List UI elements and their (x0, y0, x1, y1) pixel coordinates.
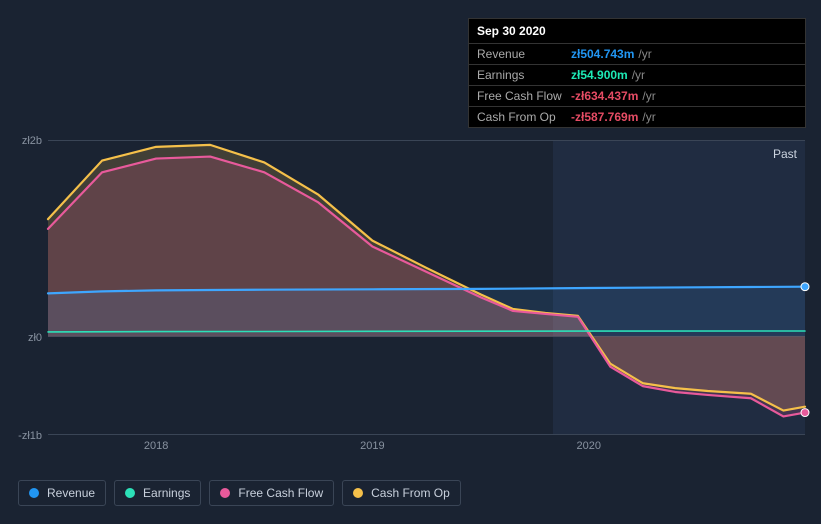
x-axis-label: 2020 (576, 434, 600, 452)
legend-item[interactable]: Free Cash Flow (209, 480, 334, 506)
tooltip-date: Sep 30 2020 (469, 19, 805, 44)
tooltip-row: Cash From Op-zł587.769m/yr (469, 107, 805, 127)
tooltip-value: zł54.900m (571, 68, 628, 82)
tooltip-unit: /yr (642, 110, 655, 124)
tooltip-value: zł504.743m (571, 47, 634, 61)
legend-item[interactable]: Revenue (18, 480, 106, 506)
tooltip-label: Free Cash Flow (477, 89, 571, 103)
series-end-marker (801, 283, 809, 291)
chart-svg (48, 141, 805, 434)
series-line (48, 331, 805, 332)
tooltip-label: Cash From Op (477, 110, 571, 124)
x-axis-label: 2019 (360, 434, 384, 452)
x-axis-label: 2018 (144, 434, 168, 452)
legend-swatch (353, 488, 363, 498)
y-axis-label: -zł1b (18, 430, 48, 442)
legend-label: Cash From Op (371, 486, 450, 500)
tooltip-value: -zł587.769m (571, 110, 638, 124)
tooltip-unit: /yr (632, 68, 645, 82)
legend-item[interactable]: Cash From Op (342, 480, 461, 506)
chart-container: Sep 30 2020 Revenuezł504.743m/yrEarnings… (0, 0, 821, 524)
y-axis-label: zł0 (28, 332, 48, 344)
legend: Revenue Earnings Free Cash Flow Cash From O… (18, 480, 461, 506)
legend-label: Revenue (47, 486, 95, 500)
series-area (48, 287, 805, 337)
tooltip-row: Free Cash Flow-zł634.437m/yr (469, 86, 805, 107)
legend-swatch (125, 488, 135, 498)
tooltip-label: Revenue (477, 47, 571, 61)
tooltip-value: -zł634.437m (571, 89, 638, 103)
legend-item[interactable]: Earnings (114, 480, 201, 506)
tooltip-box: Sep 30 2020 Revenuezł504.743m/yrEarnings… (468, 18, 806, 128)
legend-label: Free Cash Flow (238, 486, 323, 500)
legend-label: Earnings (143, 486, 190, 500)
tooltip-row: Earningszł54.900m/yr (469, 65, 805, 86)
legend-swatch (220, 488, 230, 498)
tooltip-unit: /yr (638, 47, 651, 61)
chart-plot[interactable]: Past zł2bzł0-zł1b 201820192020 (48, 140, 805, 435)
legend-swatch (29, 488, 39, 498)
y-axis-label: zł2b (22, 135, 48, 147)
series-end-marker (801, 409, 809, 417)
tooltip-unit: /yr (642, 89, 655, 103)
tooltip-label: Earnings (477, 68, 571, 82)
tooltip-row: Revenuezł504.743m/yr (469, 44, 805, 65)
